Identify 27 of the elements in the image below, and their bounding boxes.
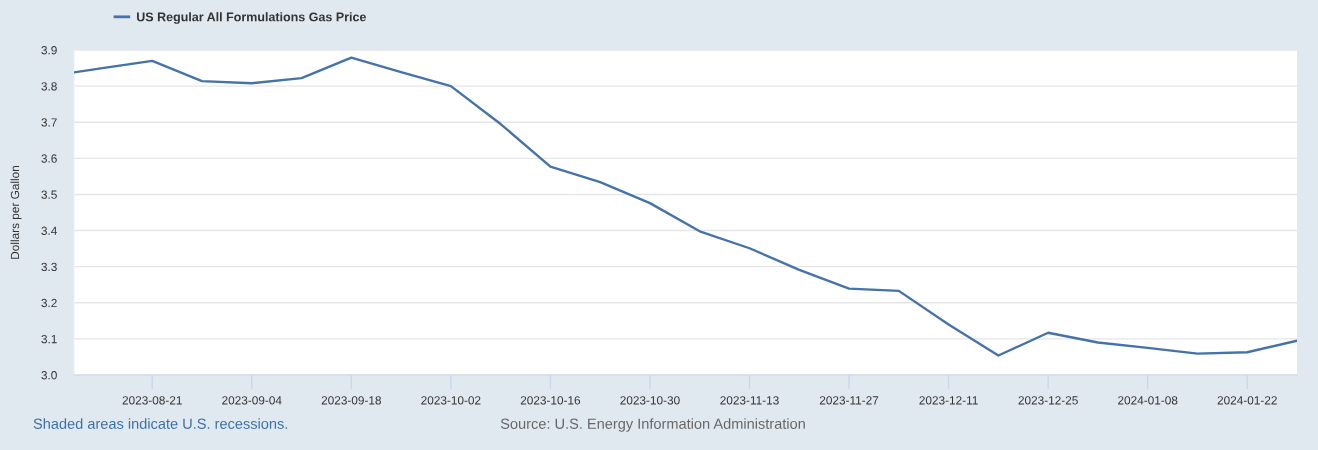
y-tick-label: 3.5 (41, 190, 57, 199)
source-note: Source: U.S. Energy Information Administration (500, 418, 805, 432)
x-tick-label: 2023-10-30 (620, 396, 680, 405)
y-tick-label: 3.2 (41, 298, 57, 308)
text: Shaded areas indicate U.S. recessions. (33, 418, 288, 429)
y-tick-label: 3.0 (41, 371, 57, 380)
x-tick-label: 2023-08-21 (122, 396, 182, 405)
x-tick-label: 2023-11-13 (720, 396, 779, 405)
legend-label: US Regular All Formulations Gas Price (137, 12, 366, 24)
y-tick-label: 3.9 (41, 46, 57, 55)
x-tick-label: 2023-09-04 (222, 396, 282, 405)
x-tick-label: 2023-12-11 (919, 396, 978, 405)
x-tick-label: 2023-10-16 (520, 396, 581, 405)
y-tick-label: 3.7 (41, 118, 57, 127)
x-tick-label: 2023-11-27 (819, 396, 879, 405)
x-tick-label: 2024-01-08 (1118, 396, 1178, 405)
x-tick-label: 2023-12-25 (1018, 396, 1078, 405)
line-series (74, 56, 1297, 357)
x-tick-label: 2023-09-18 (321, 396, 381, 405)
y-tick-label: 3.1 (41, 334, 57, 344)
y-tick-label: 3.4 (41, 226, 57, 235)
y-tick-label: 3.6 (41, 154, 57, 163)
y-axis-title: Dollars per Gallon (10, 166, 22, 259)
x-tick-label: 2024-01-22 (1217, 396, 1277, 405)
y-tick-label: 3.8 (41, 82, 57, 91)
y-tick-label: 3.3 (41, 262, 57, 272)
x-tick-label: 2023-10-02 (421, 396, 481, 405)
